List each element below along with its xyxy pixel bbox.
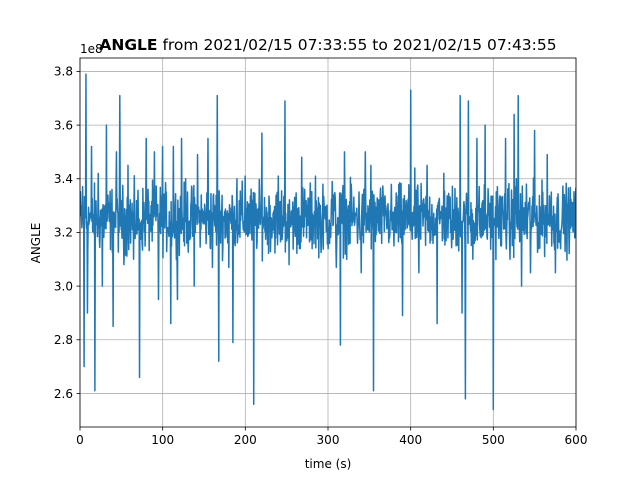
y-axis-label: ANGLE [29,223,43,264]
chart-title-rest: from 2021/02/15 07:33:55 to 2021/02/15 0… [158,36,557,54]
x-tick-label: 300 [317,433,340,447]
ticks: 0 100 200 300 400 500 600 2.6 2.8 3.0 3.2 3.4 3.6 3.8 [54,65,588,447]
x-tick-label: 600 [565,433,588,447]
series-line-angle [80,73,576,411]
chart-title-bold: ANGLE [99,36,157,54]
x-tick-label: 400 [399,433,422,447]
x-tick-label: 0 [76,433,84,447]
chart-title: ANGLE from 2021/02/15 07:33:55 to 2021/0… [99,36,556,54]
y-tick-label: 2.6 [54,387,73,401]
x-tick-label: 200 [234,433,257,447]
y-tick-label: 3.2 [54,226,73,240]
y-tick-label: 3.6 [54,118,73,132]
x-tick-label: 100 [151,433,174,447]
x-tick-label: 500 [482,433,505,447]
x-axis-label: time (s) [305,457,352,471]
y-tick-label: 3.8 [54,65,73,79]
y-tick-label: 2.8 [54,333,73,347]
y-offset-label: 1e8 [80,42,103,56]
y-tick-label: 3.0 [54,279,73,293]
y-tick-label: 3.4 [54,172,73,186]
